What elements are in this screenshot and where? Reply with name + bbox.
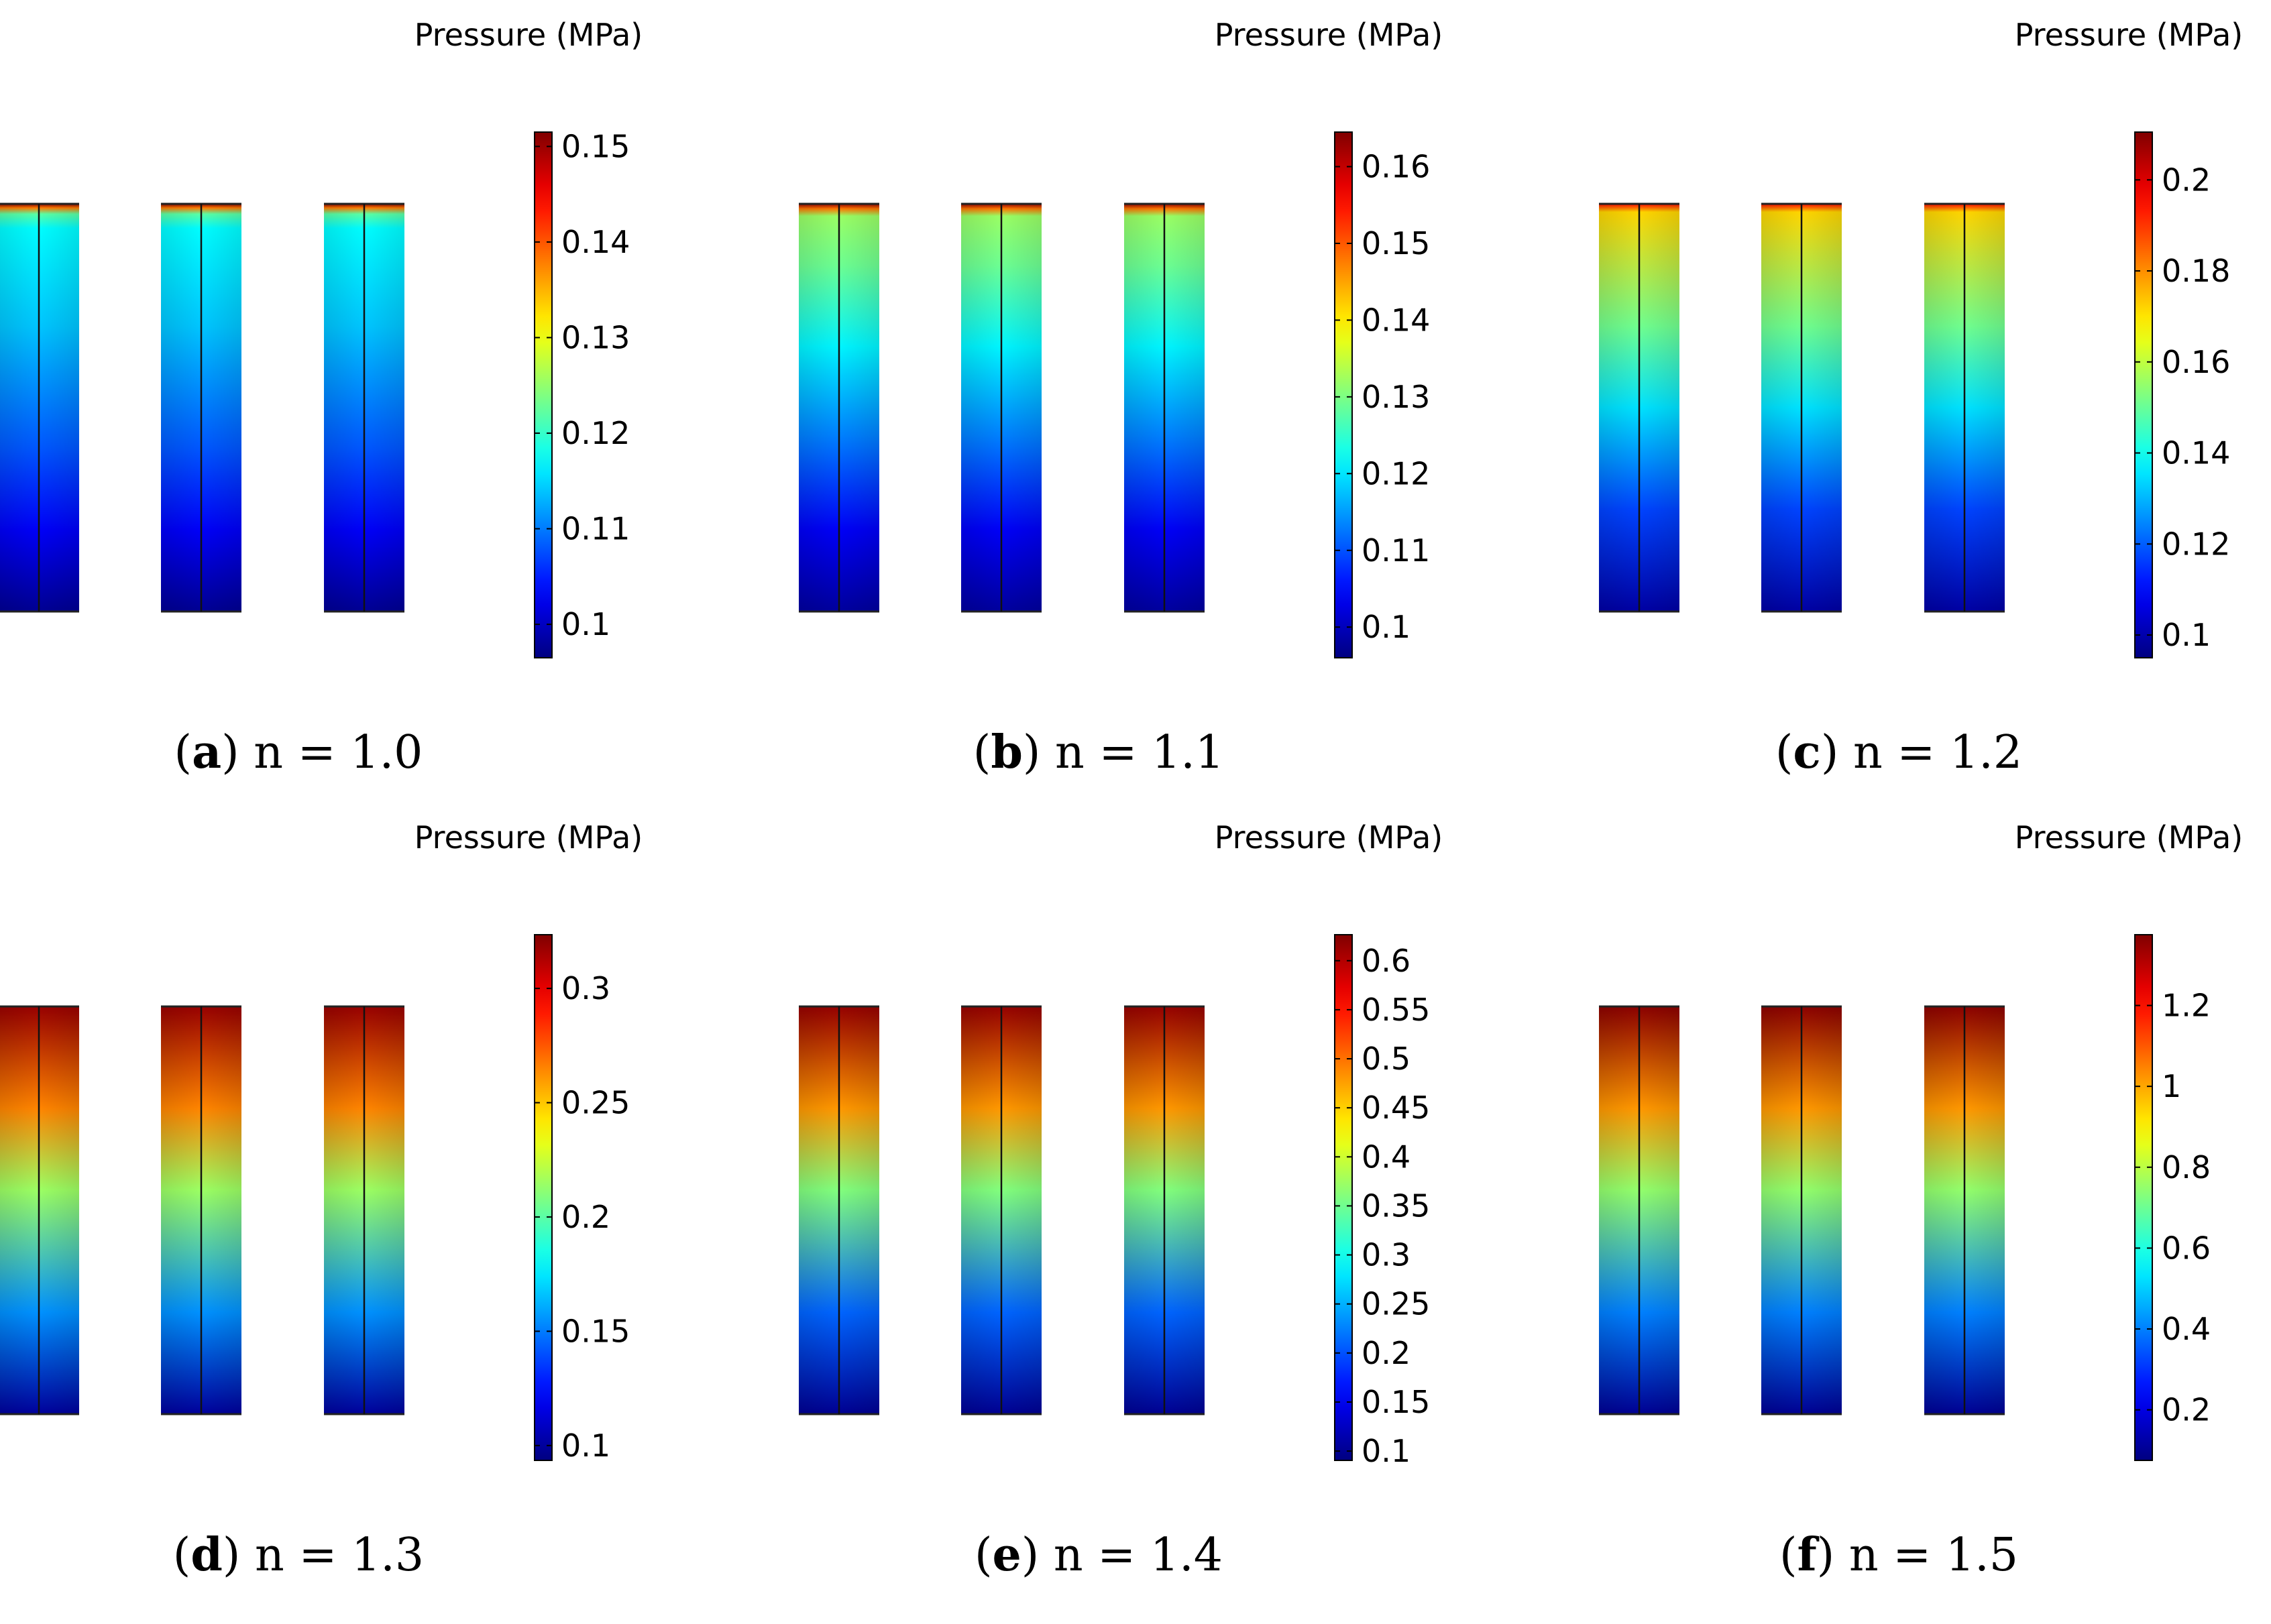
pile-column-2 [161, 202, 241, 613]
colorbar-tick-label: 0.11 [1362, 532, 1430, 569]
colorbar-tick-label: 0.55 [1362, 992, 1430, 1028]
colorbar-tick-label: 0.25 [561, 1085, 630, 1121]
pile-column-2 [1761, 1005, 1842, 1415]
colorbar-tick-label: 0.25 [1362, 1286, 1430, 1322]
colorbar-tick-label: 0.5 [1362, 1041, 1410, 1077]
panel-e: 0.1 0.15 0.2 0.25 0.3 0.35 0.4 0.45 0.5 0.55 0.6 Pr… [799, 819, 1443, 1582]
pile-column-3 [1124, 1005, 1205, 1415]
colorbar-tick-label: 0.14 [561, 224, 630, 260]
colorbar-tick-label: 0.6 [2162, 1230, 2211, 1266]
pile-column-1 [0, 1005, 79, 1415]
colorbar-tick-label: 0.1 [2162, 617, 2211, 653]
pile-column-1 [0, 202, 79, 613]
panel-letter: e [992, 1528, 1021, 1582]
colorbar-tick-label: 0.4 [2162, 1311, 2211, 1347]
colorbar-tick-label: 0.8 [2162, 1149, 2211, 1185]
colorbar-title: Pressure (MPa) [2015, 819, 2244, 856]
colorbar-tick-label: 0.16 [1362, 149, 1430, 185]
colorbar-tick-label: 0.1 [1362, 1433, 1410, 1469]
pile-column-3 [324, 1005, 404, 1415]
colorbar-tick-label: 0.3 [1362, 1237, 1410, 1273]
colorbar-tick-label: 0.35 [1362, 1187, 1430, 1224]
pile-column-2 [1761, 202, 1842, 613]
pile-column-2 [961, 1005, 1042, 1415]
panel-caption: (d) n = 1.3 [173, 1528, 424, 1582]
pile-column-3 [1924, 1005, 2005, 1415]
pile-column-3 [324, 202, 404, 613]
pile-column-1 [1599, 202, 1679, 613]
panel-f: 0.2 0.4 0.6 0.8 1 1.2 Pressure (MPa) (f) n = 1.… [1599, 819, 2243, 1582]
pile-column-1 [1599, 1005, 1679, 1415]
colorbar: 0.2 0.4 0.6 0.8 1 1.2 [2134, 934, 2211, 1461]
colorbar-tick-label: 0.4 [1362, 1139, 1410, 1175]
colorbar-tick-label: 0.12 [561, 415, 630, 451]
colorbar-title: Pressure (MPa) [2015, 17, 2244, 53]
colorbar-tick-label: 1.2 [2162, 988, 2211, 1024]
pile-column-2 [161, 1005, 241, 1415]
panel-caption: (f) n = 1.5 [1779, 1528, 2018, 1582]
panel-a: 0.1 0.11 0.12 0.13 0.14 0.15 Pressure (MPa) (a)… [0, 17, 643, 779]
colorbar-tick-label: 0.1 [561, 1428, 610, 1464]
panel-n-value: n = 1.1 [1055, 726, 1224, 779]
colorbar-tick-label: 0.1 [561, 606, 610, 642]
colorbar-title: Pressure (MPa) [1215, 819, 1443, 856]
panel-letter: a [192, 726, 221, 779]
colorbar-tick-label: 0.14 [1362, 302, 1430, 338]
colorbar-title: Pressure (MPa) [414, 17, 643, 53]
colorbar: 0.1 0.11 0.12 0.13 0.14 0.15 [534, 128, 630, 658]
panel-letter: b [991, 726, 1023, 779]
panel-n-value: n = 1.5 [1849, 1529, 2018, 1582]
colorbar-tick-label: 0.15 [1362, 1384, 1430, 1420]
colorbar: 0.1 0.11 0.12 0.13 0.14 0.15 0.16 [1334, 131, 1430, 658]
panel-caption: (b) n = 1.1 [973, 726, 1224, 779]
colorbar-tick-label: 0.15 [1362, 225, 1430, 262]
colorbar-tick-label: 0.12 [2162, 526, 2230, 562]
pile-column-1 [799, 202, 879, 613]
pile-column-3 [1924, 202, 2005, 613]
colorbar-tick-label: 0.14 [2162, 435, 2230, 471]
colorbar: 0.1 0.15 0.2 0.25 0.3 [534, 934, 630, 1464]
panel-n-value: n = 1.2 [1853, 726, 2022, 779]
colorbar-tick-label: 0.45 [1362, 1090, 1430, 1126]
colorbar-title: Pressure (MPa) [1215, 17, 1443, 53]
colorbar-tick-label: 0.13 [561, 319, 630, 355]
panel-n-value: n = 1.4 [1054, 1529, 1223, 1582]
colorbar-tick-label: 0.15 [561, 128, 630, 164]
colorbar-title: Pressure (MPa) [414, 819, 643, 856]
pile-column-3 [1124, 202, 1205, 613]
panel-caption: (a) n = 1.0 [174, 726, 423, 779]
colorbar-tick-label: 0.1 [1362, 609, 1410, 645]
colorbar-tick-label: 0.16 [2162, 344, 2230, 380]
colorbar: 0.1 0.12 0.14 0.16 0.18 0.2 [2134, 131, 2230, 658]
panel-letter: f [1797, 1528, 1819, 1582]
colorbar-tick-label: 0.18 [2162, 253, 2230, 289]
colorbar-tick-label: 1 [2162, 1068, 2181, 1104]
panel-caption: (e) n = 1.4 [975, 1528, 1223, 1582]
panel-c: 0.1 0.12 0.14 0.16 0.18 0.2 Pressure (MPa) (c) … [1599, 17, 2243, 779]
pile-column-2 [961, 202, 1042, 613]
panel-d: 0.1 0.15 0.2 0.25 0.3 Pressure (MPa) (d) n = 1… [0, 819, 643, 1582]
colorbar-tick-label: 0.2 [561, 1199, 610, 1235]
panel-letter: c [1793, 726, 1820, 779]
colorbar-tick-label: 0.13 [1362, 379, 1430, 415]
colorbar-tick-label: 0.11 [561, 511, 630, 547]
colorbar-tick-label: 0.3 [561, 970, 610, 1006]
panel-caption: (c) n = 1.2 [1775, 726, 2022, 779]
pile-column-1 [799, 1005, 879, 1415]
colorbar-tick-label: 0.12 [1362, 455, 1430, 491]
colorbar-tick-label: 0.2 [1362, 1335, 1410, 1371]
colorbar: 0.1 0.15 0.2 0.25 0.3 0.35 0.4 0.45 0.5 0.55 0.6 [1334, 934, 1430, 1469]
colorbar-tick-label: 0.15 [561, 1313, 630, 1349]
panel-n-value: n = 1.0 [254, 726, 423, 779]
panel-b: 0.1 0.11 0.12 0.13 0.14 0.15 0.16 Pressure (MPa… [799, 17, 1443, 779]
panel-n-value: n = 1.3 [255, 1529, 424, 1582]
panel-letter: d [190, 1528, 223, 1582]
colorbar-tick-label: 0.2 [2162, 1392, 2211, 1428]
colorbar-tick-label: 0.6 [1362, 943, 1410, 979]
colorbar-tick-label: 0.2 [2162, 162, 2211, 198]
